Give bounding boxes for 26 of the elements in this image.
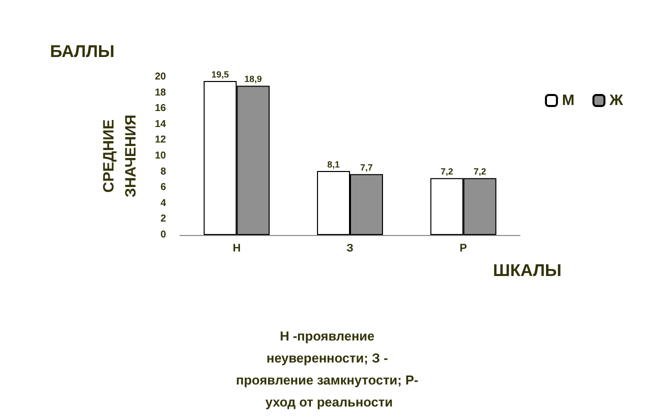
x-axis-title: ШКАЛЫ [493,261,562,280]
data-label: 19,5 [211,69,229,80]
y-tick-label: 14 [154,118,166,130]
text: Н -проявление неуверенности; З - проявление замкнутости; Р- уход от реальности [236,328,422,410]
y-tick-label: 0 [160,230,166,240]
y-tick-label: 20 [154,72,166,82]
y-tick-label: 16 [154,103,166,114]
data-label: 7,2 [474,166,486,177]
data-label: 7,7 [360,162,373,173]
data-label: 18,9 [244,74,262,84]
data-label: 8,1 [327,160,340,170]
legend-label: М [562,92,574,109]
legend-label: Ж [608,92,624,109]
x-tick-label: Н [232,242,241,254]
y-tick-label: 6 [160,182,166,194]
data-label: 7,2 [440,166,454,177]
x-tick-label: З [346,242,354,254]
y-tick-label: 8 [160,166,166,178]
y-axis-title: СРЕДНИЕ ЗНАЧЕНИЯ [100,114,140,198]
y-tick-label: 10 [154,150,166,162]
y-tick-label: 12 [154,134,166,146]
x-tick-label: Р [460,242,468,254]
y-tick-label: 18 [154,87,166,98]
chart-title: БАЛЛЫ [50,42,115,61]
y-tick-label: 2 [160,214,166,225]
y-tick-label: 4 [160,198,166,209]
